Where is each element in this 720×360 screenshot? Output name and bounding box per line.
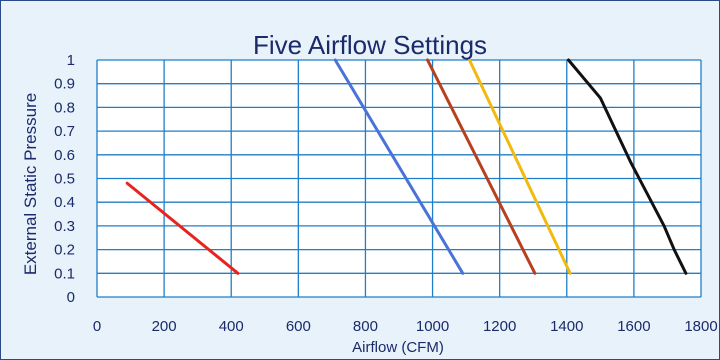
x-tick-label: 1600 [617,318,650,335]
x-tick-label: 1000 [416,318,449,335]
x-tick-label: 800 [353,318,378,335]
x-tick-label: 0 [93,318,101,335]
series-group [125,58,688,275]
x-tick-label: 1200 [483,318,516,335]
y-tick-label: 0.5 [54,171,75,188]
x-axis-title: Airflow (CFM) [352,339,444,356]
x-tick-label: 1800 [684,318,717,335]
y-tick-label: 0.9 [54,76,75,93]
chart-title: Five Airflow Settings [253,30,487,60]
y-tick-label: 0.7 [54,123,75,140]
series-line-4 [467,58,572,275]
x-tick-label: 600 [286,318,311,335]
x-tick-label: 1400 [550,318,583,335]
grid [96,59,702,298]
y-axis-title: External Static Pressure [21,93,40,275]
x-tick-label: 400 [219,318,244,335]
y-tick-label: 0.8 [54,99,75,116]
x-tick-label: 200 [152,318,177,335]
y-tick-label: 0.6 [54,147,75,164]
series-line-2 [333,58,465,275]
x-tick-labels: 0 200 400 600 800 1000 1200 1400 1600 1800 [93,318,718,335]
y-tick-label: 0.1 [54,265,75,282]
series-line-1 [125,181,240,275]
y-tick-labels: 0 0.1 0.2 0.3 0.4 0.5 0.6 0.7 0.8 0.9 1 [54,52,75,306]
y-tick-label: 1 [67,52,75,69]
series-line-5 [566,58,688,275]
y-tick-label: 0.2 [54,242,75,259]
y-tick-label: 0 [67,289,75,306]
y-tick-label: 0.3 [54,218,75,235]
y-tick-label: 0.4 [54,194,75,211]
series-line-3 [426,58,537,275]
